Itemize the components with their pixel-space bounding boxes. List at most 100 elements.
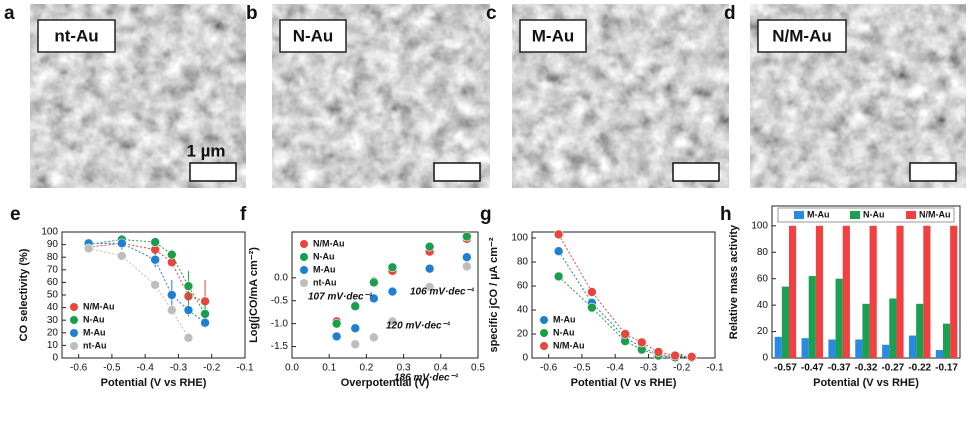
image-label-box [37,19,116,53]
y-tick-label: 80 [47,252,59,263]
scale-bar [189,162,237,182]
y-tick-label: 20 [517,329,529,340]
x-axis-label: Overpotential (V) [341,377,430,389]
data-point [387,316,398,327]
y-tick-label: 0 [522,353,528,364]
data-point [350,339,361,350]
y-tick-label: 0.0 [274,272,288,283]
y-axis-label: Log(jCO/mA cm⁻²) [248,247,260,343]
y-tick-label: 40 [47,302,59,313]
legend-marker [70,342,78,350]
data-point [150,254,160,265]
annotation: 186 mV·dec⁻¹ [394,373,459,384]
y-tick-label: 60 [47,277,59,288]
data-point [553,246,564,256]
legend-label: N-Au [863,209,885,219]
bar [828,339,836,358]
y-tick-label: -1.0 [271,318,289,329]
legend-label: N-Au [553,327,575,337]
legend-marker [540,329,548,337]
y-axis-label: specific jCO / µA cm⁻² [488,237,500,352]
x-tick-label: -0.47 [801,363,824,374]
bar [869,225,877,358]
series-line [88,242,206,324]
x-tick-label: -0.37 [828,363,851,374]
x-tick-label: 0.2 [359,363,373,374]
legend-label: nt-Au [83,340,107,350]
legend-label: N/M-Au [919,209,951,219]
bar [774,336,782,358]
legend-label: N/M-Au [83,301,115,311]
data-point [183,333,194,343]
bar [862,303,870,358]
y-tick-label: 100 [41,227,58,238]
x-tick-label: -0.1 [236,363,254,374]
y-tick-label: 70 [47,264,59,275]
bar [908,335,917,358]
y-axis-label: Relative mass activity [728,224,740,339]
x-tick-label: -0.27 [881,363,904,374]
bar [808,276,816,358]
bar [950,225,958,358]
data-point [200,309,210,319]
x-tick-label: -0.6 [540,363,558,374]
data-point [587,302,597,313]
legend-swatch [906,211,916,219]
panel-letter: b [246,3,258,24]
data-point [83,243,94,254]
legend-swatch [850,211,860,219]
y-tick-label: 0 [762,353,768,364]
y-tick-label: 100 [751,220,768,231]
scale-bar [909,162,957,182]
panel-letter: g [480,204,492,225]
y-tick-label: 80 [757,247,769,258]
bar [842,225,850,358]
legend-marker [540,342,548,350]
image-label-box [757,19,847,53]
data-point [183,305,194,315]
x-tick-label: -0.4 [137,363,155,374]
legend-label: N/M-Au [313,238,345,248]
legend-marker [300,253,308,261]
x-tick-label: -0.5 [573,363,591,374]
data-point [424,263,435,274]
x-tick-label: -0.1 [706,363,724,374]
data-point [553,229,564,240]
data-point [670,350,680,361]
image-label-box [279,19,347,53]
legend-marker [300,279,308,287]
x-tick-label: -0.17 [935,363,958,374]
x-axis-label: Potential (V vs RHE) [101,377,207,389]
plot-frame [291,231,479,359]
x-tick-label: -0.2 [203,363,221,374]
annotation: 120 mV·dec⁻¹ [386,321,451,332]
data-point [331,331,342,342]
bar [815,225,824,358]
x-tick-label: 0.0 [285,363,299,374]
y-tick-label: 80 [517,257,529,268]
y-tick-label: 100 [511,233,528,244]
panel-letter: d [724,3,736,24]
data-point [462,252,472,263]
image-label: M-Au [532,26,574,45]
x-tick-label: -0.22 [908,363,931,374]
x-tick-label: -0.57 [774,363,797,374]
legend-marker [540,316,548,324]
scale-bar [672,162,720,182]
x-tick-label: -0.5 [103,363,121,374]
data-point [424,282,435,292]
data-point [150,237,160,247]
y-tick-label: 50 [47,290,59,301]
y-tick-label: 20 [757,326,769,337]
x-tick-label: -0.32 [855,363,878,374]
legend-label: N-Au [83,314,105,324]
x-tick-label: -0.3 [170,363,188,374]
x-tick-label: -0.3 [640,363,658,374]
data-point [331,318,342,329]
image-label: nt-Au [54,26,98,45]
annotation: 107 mV·dec⁻¹ [308,292,373,303]
plot-frame [531,231,716,359]
legend-swatch [794,211,804,219]
bar [781,286,790,358]
data-point [369,277,379,288]
